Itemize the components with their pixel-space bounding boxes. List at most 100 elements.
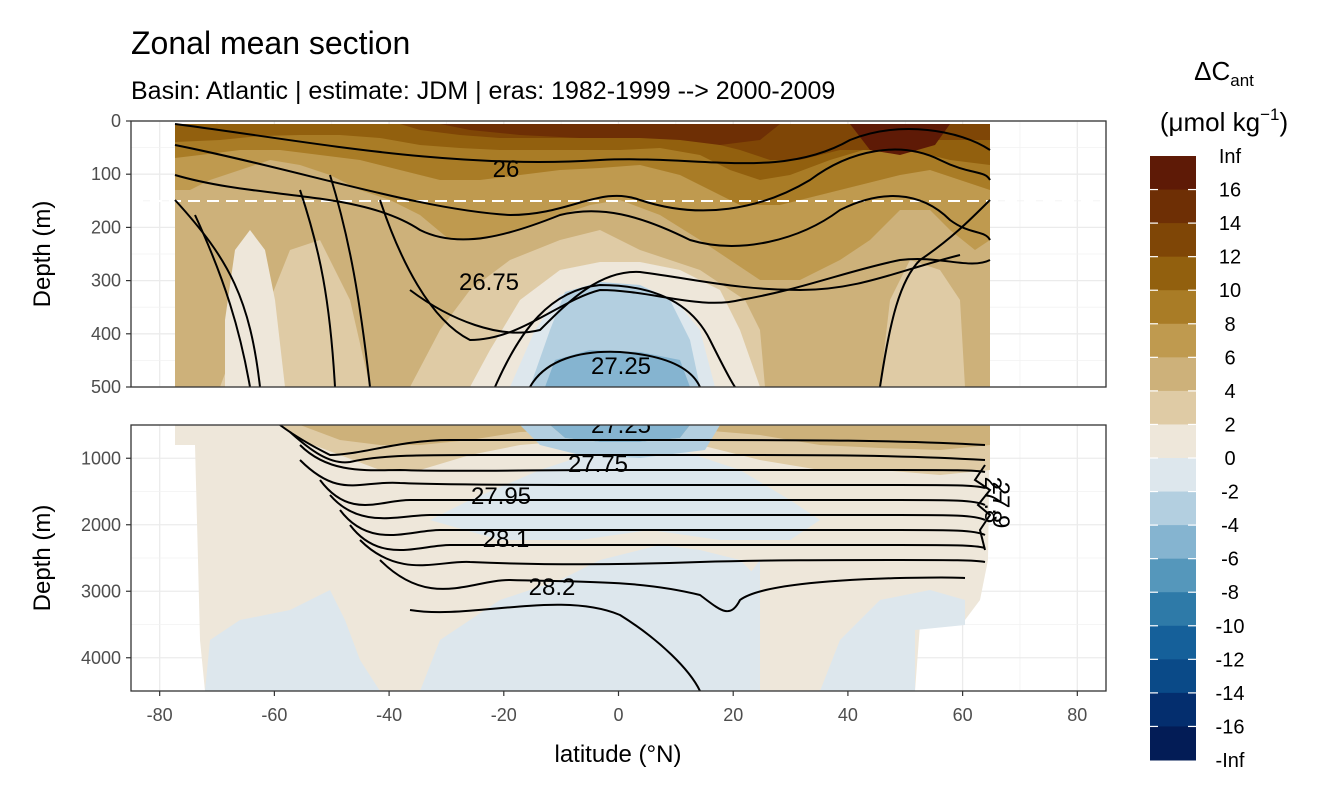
legend-swatch (1150, 692, 1196, 727)
lower-isopycnals (279, 425, 992, 691)
legend-label: Inf (1219, 146, 1242, 168)
legend-swatch (1150, 558, 1196, 593)
upper-isopycnal (174, 199, 261, 387)
upper-isopycnal (529, 350, 701, 387)
x-tick-label: -80 (147, 705, 173, 725)
lower-isopycnal (289, 431, 986, 464)
legend-swatch (1150, 659, 1196, 694)
y-tick-label: 4000 (81, 648, 121, 668)
upper-panel-border (130, 120, 1107, 388)
x-axis-title: latitude (°N) (555, 741, 682, 768)
upper-field-band-14-16 (440, 124, 780, 145)
y-tick-label: 100 (91, 164, 121, 184)
x-tick-label: 80 (1067, 705, 1087, 725)
y-tick-label: 400 (91, 324, 121, 344)
legend-label: -14 (1216, 683, 1245, 705)
legend-label: -16 (1216, 716, 1245, 738)
legend-swatch (1150, 625, 1196, 660)
upper-field-band-neg6-neg4 (545, 350, 690, 387)
upper-isopycnal (174, 174, 991, 247)
legend-swatch (1150, 189, 1196, 224)
legend-label: 12 (1219, 247, 1241, 269)
lower-panel: 27.25 27.75 27.95 28.1 28.2 27.8 27.9 10… (81, 412, 1107, 692)
legend-swatch (1150, 223, 1196, 258)
upper-field-band-2-4-lobe (225, 230, 285, 387)
legend-title: ΔCant (1194, 56, 1254, 90)
isopycnal-label-vertical: 27.8 (979, 477, 1006, 524)
lower-isopycnal (973, 464, 992, 551)
x-tick-label: 20 (723, 705, 743, 725)
legend-label: -Inf (1216, 750, 1245, 772)
lower-y-axis: 1000 2000 3000 4000 (81, 448, 131, 668)
isopycnal-label: 27.25 (591, 412, 651, 439)
legend-title-main: ΔC (1194, 56, 1230, 86)
y-tick-label: 1000 (81, 448, 121, 468)
lower-field-deep-negative-center (420, 545, 760, 691)
x-tick-label: 0 (613, 705, 623, 725)
legend-title-subscript: ant (1230, 71, 1254, 90)
chart-title: Zonal mean section (131, 25, 410, 61)
lower-field-neg-halo (520, 425, 720, 458)
legend-swatch (1150, 256, 1196, 291)
upper-isopycnal (194, 214, 251, 387)
legend-swatch (1150, 290, 1196, 325)
lower-isopycnal (299, 444, 986, 473)
legend: ΔCant (μmol kg−1) Inf 16 14 12 10 8 6 4 2 0 -2 -4 -6… (1150, 56, 1288, 772)
x-axis: -80 -60 -40 -20 0 20 40 60 80 (147, 691, 1087, 725)
upper-panel-field: 26 26.75 27.25 (131, 123, 1106, 387)
legend-label: 10 (1219, 280, 1241, 302)
lower-isopycnal (339, 509, 986, 536)
isopycnal-label: 27.95 (471, 483, 531, 510)
lower-isopycnal (319, 479, 986, 506)
legend-swatch (1150, 390, 1196, 425)
legend-labels: Inf 16 14 12 10 8 6 4 2 0 -2 -4 -6 -8 -10 -12 -14 -16 -Inf (1216, 146, 1245, 772)
legend-swatch (1150, 592, 1196, 627)
legend-unit-prefix: (μmol kg (1160, 107, 1260, 137)
legend-label: 0 (1224, 448, 1235, 470)
legend-label: 6 (1224, 347, 1235, 369)
lower-isopycnal (279, 425, 986, 457)
upper-isopycnal (409, 254, 961, 334)
isopycnal-label: 27.75 (568, 451, 628, 478)
legend-swatch (1150, 424, 1196, 459)
x-tick-label: -20 (491, 705, 517, 725)
upper-panel: 26 26.75 27.25 0 100 200 300 400 500 (91, 111, 1107, 397)
x-tick-label: 60 (953, 705, 973, 725)
y-tick-label: 300 (91, 271, 121, 291)
legend-swatch (1150, 458, 1196, 493)
legend-unit-superscript: −1 (1260, 105, 1279, 124)
lower-field-mid-negative (430, 450, 820, 540)
isopycnal-label: 26 (493, 156, 520, 183)
legend-label: 14 (1219, 213, 1241, 235)
lower-isopycnal (409, 603, 701, 691)
upper-isopycnals (174, 123, 991, 387)
legend-swatch (1150, 156, 1196, 191)
lower-isopycnal (329, 494, 986, 521)
upper-isopycnal (494, 283, 736, 387)
legend-label: 2 (1224, 414, 1235, 436)
lower-field-deep-negative-west (205, 590, 380, 691)
legend-label: 8 (1224, 314, 1235, 336)
y-tick-label: 0 (111, 111, 121, 131)
legend-label: -6 (1221, 549, 1239, 571)
legend-label: -4 (1221, 515, 1239, 537)
legend-label: -12 (1216, 649, 1245, 671)
upper-isopycnal (174, 144, 991, 217)
lower-field-deep-negative-east (820, 590, 965, 691)
legend-label: 4 (1224, 381, 1235, 403)
upper-y-axis-title: Depth (m) (29, 201, 56, 308)
upper-isopycnal (879, 199, 991, 387)
isopycnal-label: 28.2 (529, 574, 576, 601)
legend-label: -2 (1221, 482, 1239, 504)
lower-isopycnal (379, 559, 966, 613)
x-tick-label: 40 (838, 705, 858, 725)
y-tick-label: 3000 (81, 581, 121, 601)
upper-isopycnal (379, 199, 991, 342)
lower-field-upper-band-4-6 (300, 425, 990, 450)
legend-swatch (1150, 357, 1196, 392)
chart-subtitle: Basin: Atlantic | estimate: JDM | eras: … (131, 77, 835, 105)
isopycnal-label-vertical: 27.9 (987, 482, 1014, 529)
legend-unit-suffix: ) (1279, 107, 1288, 137)
